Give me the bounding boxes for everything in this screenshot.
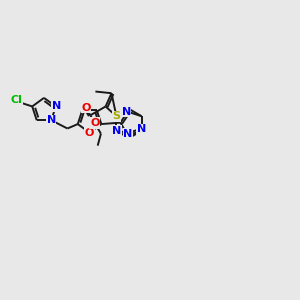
Text: N: N	[112, 126, 121, 136]
Text: N: N	[52, 101, 61, 111]
Text: N: N	[46, 115, 56, 125]
Text: O: O	[90, 118, 99, 128]
Text: O: O	[81, 103, 91, 113]
Text: S: S	[112, 111, 120, 121]
Text: N: N	[122, 107, 131, 117]
Text: Cl: Cl	[11, 95, 23, 105]
Text: N: N	[137, 124, 146, 134]
Text: O: O	[85, 128, 94, 138]
Text: N: N	[123, 129, 132, 139]
